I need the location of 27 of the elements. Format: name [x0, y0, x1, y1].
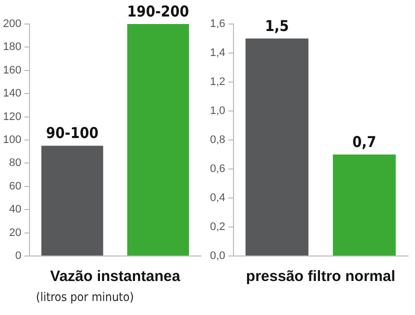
y-tick-label: 80: [9, 157, 22, 170]
y-tick-label: 1,4: [210, 47, 226, 60]
y-tick-label: 0,4: [210, 192, 226, 204]
y-tick-label: 1,0: [210, 105, 226, 118]
x-axis-title: pressão filtro normal: [246, 268, 396, 286]
y-tick-label: 0,2: [210, 221, 226, 234]
y-tick-label: 200: [2, 18, 22, 30]
y-tick-label: 20: [9, 226, 22, 239]
y-tick-label: 160: [2, 64, 22, 76]
y-tick-label: 0: [15, 250, 22, 262]
y-tick-label: 1,2: [210, 76, 226, 88]
y-tick-label: 0,6: [210, 163, 226, 176]
y-tick-label: 40: [9, 204, 22, 216]
y-tick-label: 0,0: [210, 250, 226, 262]
y-tick-label: 180: [2, 41, 22, 54]
data-label: 1,5: [265, 16, 289, 35]
data-label: 0,7: [352, 132, 376, 151]
y-tick-label: 120: [2, 110, 22, 123]
y-tick-label: 60: [9, 180, 22, 192]
y-tick-label: 140: [2, 88, 22, 100]
text: (litros por minuto): [36, 290, 135, 304]
y-tick-label: 1,6: [210, 18, 226, 30]
data-label: 190-200: [127, 2, 190, 20]
y-tick-label: 0,8: [210, 134, 226, 146]
x-axis-title: Vazão instantanea: [50, 268, 181, 286]
data-label: 90-100: [46, 124, 99, 142]
y-tick-label: 100: [2, 134, 22, 146]
